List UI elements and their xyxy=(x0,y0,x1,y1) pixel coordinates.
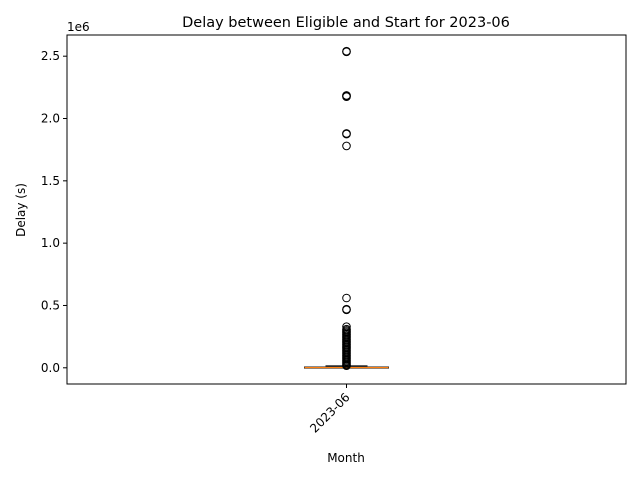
outlier-point xyxy=(342,361,351,370)
y-axis-label: Delay (s) xyxy=(14,183,28,237)
outlier-point xyxy=(342,47,351,57)
y-tick-label: 2.5 xyxy=(41,49,60,63)
chart-title: Delay between Eligible and Start for 202… xyxy=(182,15,510,31)
y-tick-label: 1.5 xyxy=(41,174,60,188)
y-tick-label: 1.0 xyxy=(41,236,60,250)
y-offset-label: 1e6 xyxy=(67,20,90,34)
outlier-point xyxy=(342,305,351,315)
x-axis-label: Month xyxy=(327,451,365,465)
outlier-point xyxy=(342,141,351,151)
x-tick-label: 2023-06 xyxy=(307,390,352,435)
outlier-point xyxy=(342,129,351,139)
y-tick-label: 0.0 xyxy=(41,361,60,375)
outlier-point xyxy=(342,92,351,101)
y-tick-label: 0.5 xyxy=(41,298,60,312)
y-tick-label: 2.0 xyxy=(41,112,60,126)
plot-area: 0.0 0.5 1.0 1.5 2.0 2.5 2023-06 xyxy=(41,34,627,436)
outlier-point xyxy=(342,293,351,303)
